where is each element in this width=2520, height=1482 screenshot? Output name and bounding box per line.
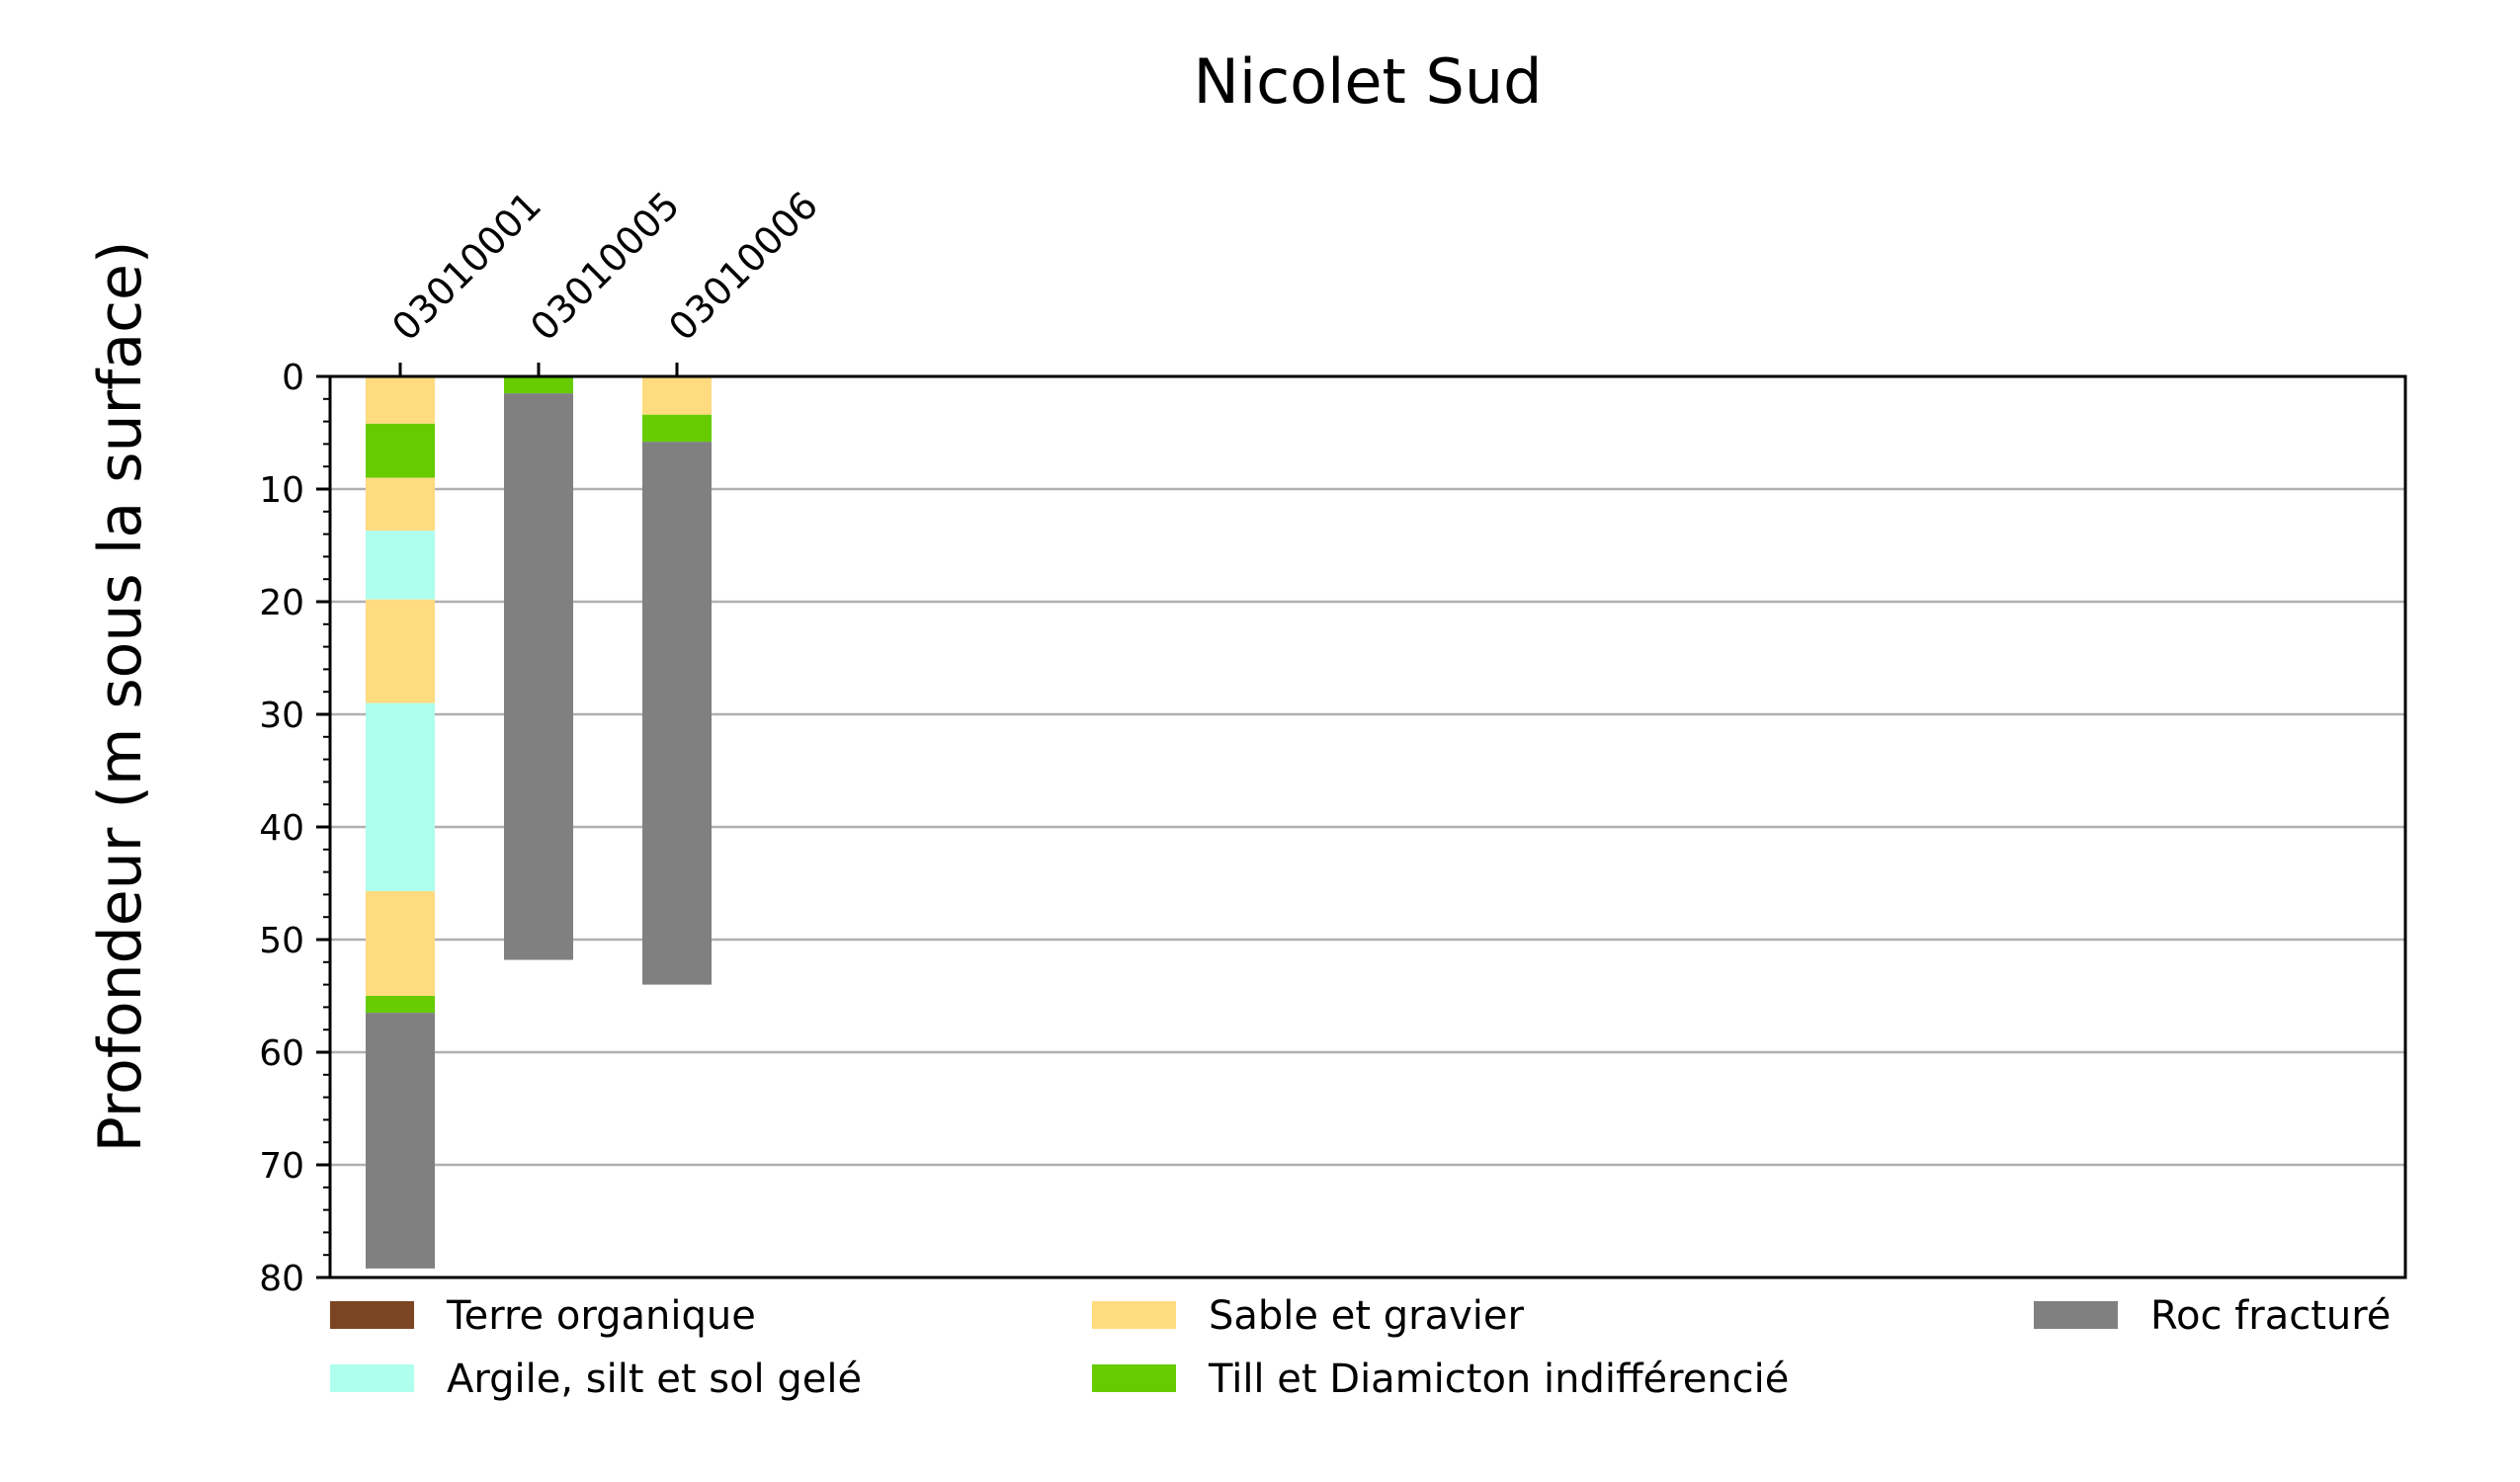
bar-segment-sable	[642, 376, 712, 415]
bar-segment-roc	[504, 393, 573, 960]
bar-segment-till	[504, 376, 573, 394]
legend-swatch-roc	[2034, 1301, 2118, 1329]
y-tick-label: 10	[259, 470, 304, 511]
legend-label-terre: Terre organique	[446, 1293, 756, 1339]
legend-swatch-terre	[330, 1301, 414, 1329]
bar-segment-roc	[366, 1013, 435, 1269]
y-axis: 0 10 20 30 40 50 60 70 80	[259, 358, 330, 1299]
legend-swatch-till	[1092, 1364, 1176, 1392]
y-tick-label: 70	[259, 1146, 304, 1187]
legend: Terre organique Sable et gravier Roc fract…	[330, 1293, 2391, 1402]
y-axis-label: Profondeur (m sous la surface)	[86, 241, 155, 1153]
x-tick-label: 03010005	[522, 183, 688, 349]
bar-segment-till	[366, 996, 435, 1014]
bar-segment-till	[366, 423, 435, 478]
y-tick-label: 20	[259, 583, 304, 623]
legend-swatch-argile	[330, 1364, 414, 1392]
legend-label-sable: Sable et gravier	[1209, 1293, 1524, 1339]
bar-segment-till	[642, 414, 712, 443]
legend-label-till: Till et Diamicton indifférencié	[1208, 1357, 1789, 1402]
legend-swatch-sable	[1092, 1301, 1176, 1329]
legend-label-roc: Roc fracturé	[2150, 1293, 2391, 1339]
y-tick-label: 80	[259, 1259, 304, 1299]
chart-title: Nicolet Sud	[1193, 45, 1542, 118]
bar-segment-sable	[366, 376, 435, 424]
bar-segment-sable	[366, 599, 435, 703]
y-tick-label: 60	[259, 1033, 304, 1074]
y-tick-label: 40	[259, 808, 304, 849]
y-tick-label: 50	[259, 921, 304, 961]
bar-segment-argile	[366, 702, 435, 891]
bar-segment-argile	[366, 531, 435, 600]
bar-segment-sable	[366, 477, 435, 532]
y-tick-label: 0	[282, 358, 304, 398]
bars	[366, 376, 712, 1269]
grid-lines	[330, 487, 2405, 1167]
legend-label-argile: Argile, silt et sol gelé	[447, 1357, 862, 1402]
x-tick-label: 03010001	[383, 183, 549, 349]
y-tick-label: 30	[259, 696, 304, 736]
x-tick-label: 03010006	[660, 183, 826, 349]
bar-segment-roc	[642, 442, 712, 985]
bar-segment-sable	[366, 890, 435, 996]
